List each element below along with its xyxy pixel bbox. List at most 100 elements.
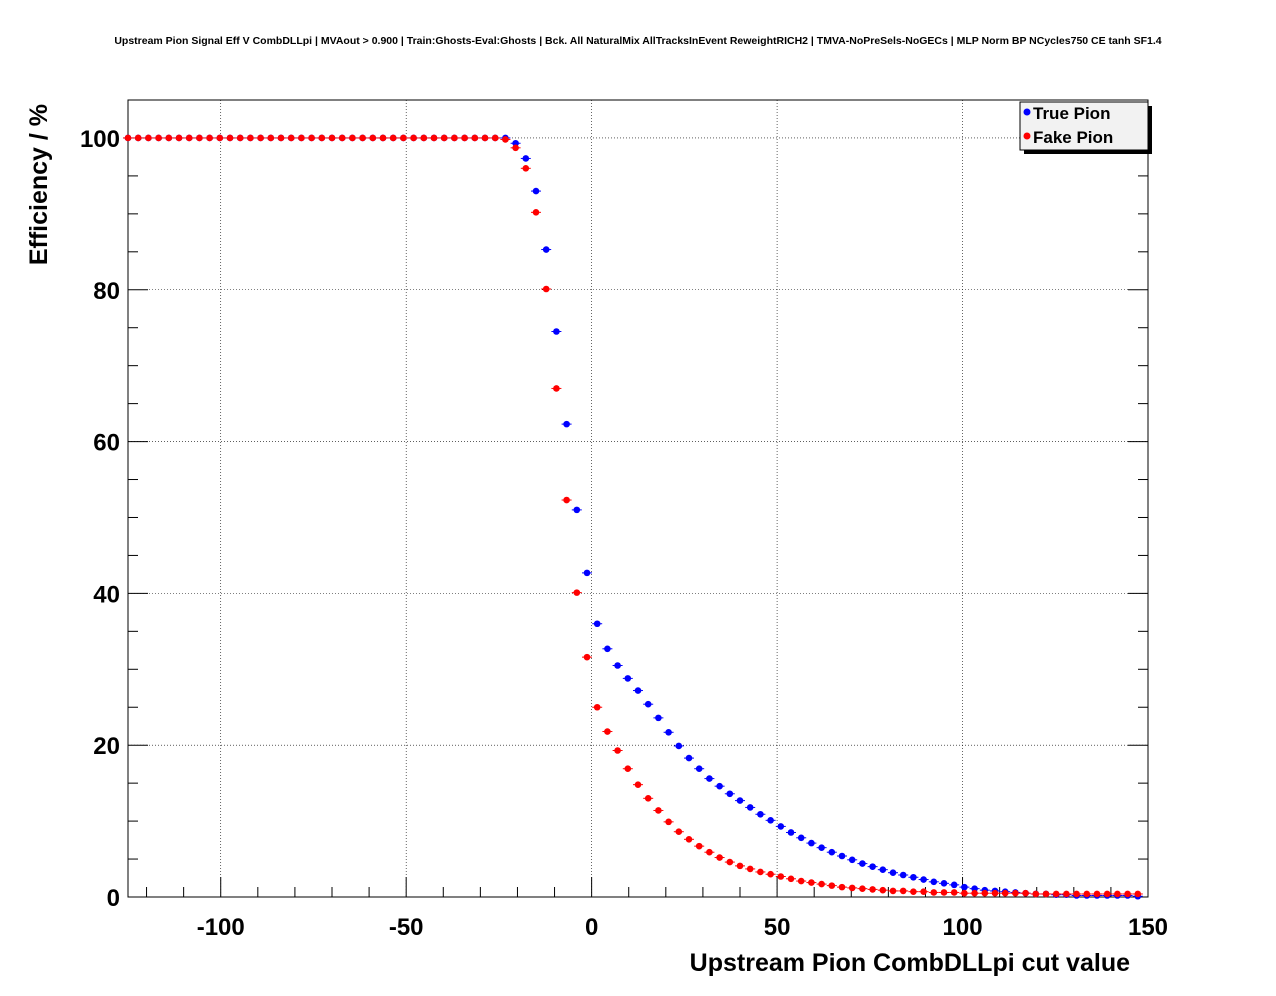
data-point [787, 829, 795, 836]
data-point [1001, 889, 1009, 897]
data-point [777, 873, 785, 880]
data-point [889, 869, 897, 877]
y-tick-label: 60 [93, 430, 120, 457]
data-point [542, 285, 550, 293]
data-point [634, 687, 642, 694]
data-point [155, 134, 162, 142]
data-point [430, 134, 438, 142]
data-point [644, 795, 652, 802]
data-point [573, 506, 581, 514]
data-point [206, 134, 213, 142]
data-point [1063, 890, 1070, 898]
data-point [124, 134, 132, 142]
data-point [716, 854, 723, 861]
data-point [1124, 890, 1131, 898]
data-point [920, 876, 927, 883]
data-point [308, 134, 315, 142]
data-point [869, 863, 876, 870]
data-point [226, 134, 234, 142]
data-point [940, 889, 948, 896]
data-point [950, 889, 958, 896]
data-point [593, 703, 601, 711]
data-point [287, 134, 295, 142]
data-point [736, 797, 744, 804]
data-point [1103, 890, 1111, 898]
x-tick-label: 150 [1128, 914, 1168, 941]
data-point [512, 144, 519, 152]
data-point [583, 569, 591, 577]
data-point [553, 328, 560, 335]
data-point [604, 728, 611, 735]
data-point [1073, 890, 1080, 898]
data-point [298, 134, 305, 142]
data-point [379, 134, 387, 142]
data-point [757, 810, 764, 818]
data-point [410, 134, 417, 142]
data-point [706, 848, 713, 856]
series-fake-pion [123, 134, 1143, 898]
data-point [930, 878, 938, 886]
data-point [1032, 890, 1040, 898]
data-point [767, 817, 774, 824]
data-point [522, 155, 530, 162]
legend-box [1019, 101, 1149, 151]
data-point [736, 862, 744, 870]
data-point [369, 134, 377, 142]
data-point [910, 888, 917, 895]
data-point [420, 134, 428, 142]
data-point [267, 134, 275, 142]
data-point [471, 134, 479, 142]
legend-label-fake-pion: Fake Pion [1033, 128, 1113, 147]
data-point [879, 866, 887, 873]
data-point [553, 385, 560, 392]
data-point [349, 134, 356, 142]
data-point [787, 875, 795, 883]
data-point [828, 882, 836, 889]
data-point [838, 852, 846, 860]
data-point [522, 165, 530, 172]
y-tick-label: 0 [107, 885, 120, 912]
data-point [563, 420, 570, 428]
data-point [930, 889, 938, 896]
x-tick-label: 0 [585, 914, 598, 941]
data-point [757, 868, 764, 876]
legend-label-true-pion: True Pion [1033, 104, 1110, 123]
data-point [542, 246, 550, 253]
data-point [848, 884, 856, 892]
x-tick-label: -50 [389, 914, 424, 941]
data-point [481, 134, 489, 142]
data-point [644, 700, 652, 708]
data-point [175, 134, 183, 142]
data-point [604, 645, 611, 653]
data-point [1083, 890, 1091, 898]
y-tick-label: 20 [93, 733, 120, 760]
data-point [685, 754, 693, 762]
data-point [889, 887, 897, 895]
data-point [726, 858, 734, 866]
data-point [848, 856, 856, 864]
data-point [338, 134, 346, 142]
data-point [583, 653, 591, 661]
legend-marker-true-pion [1023, 108, 1031, 116]
data-point [1093, 890, 1101, 898]
data-point [165, 134, 173, 142]
data-point [532, 209, 540, 216]
data-point [828, 848, 836, 856]
data-point [532, 187, 540, 195]
data-point [145, 134, 152, 142]
axes: -100 -50 0 50 100 150 0 20 40 60 80 100 [80, 99, 1168, 941]
data-point [746, 804, 754, 811]
data-point [950, 881, 958, 889]
data-point [879, 886, 887, 894]
data-point [797, 877, 805, 885]
plot-frame [127, 99, 1149, 898]
data-point [695, 765, 703, 773]
data-point [665, 728, 672, 736]
data-point [655, 807, 662, 814]
data-point [910, 873, 917, 881]
data-point [216, 134, 224, 142]
data-point [573, 589, 581, 596]
data-point [512, 139, 519, 147]
data-point [614, 662, 621, 669]
data-point [247, 134, 254, 142]
